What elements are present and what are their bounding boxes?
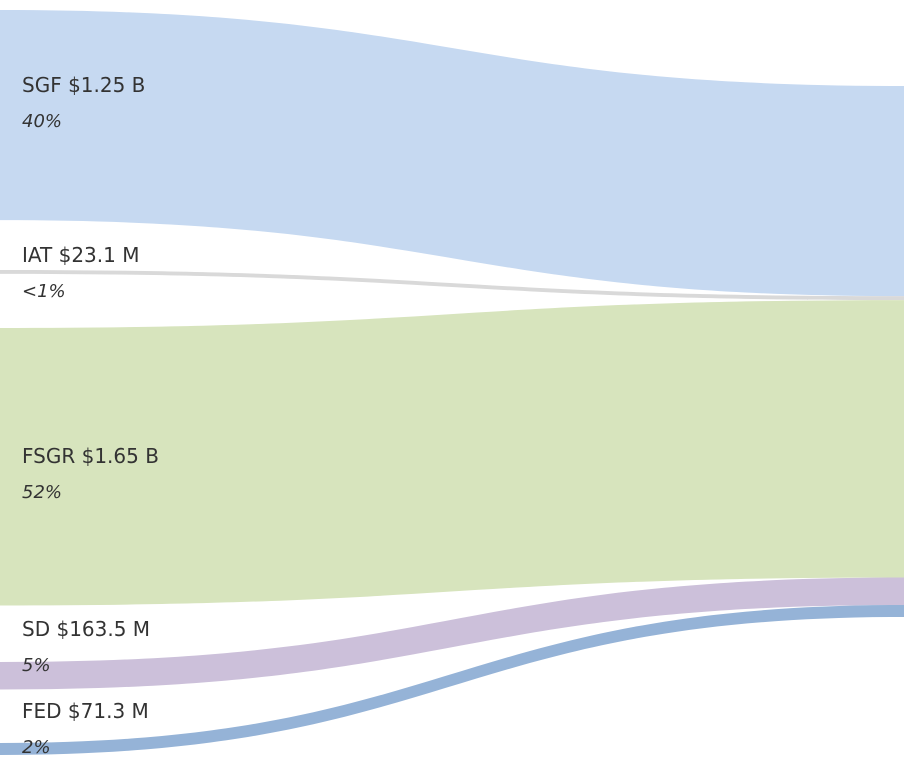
source-amount: $71.3 M	[68, 699, 149, 723]
flow-band	[0, 300, 904, 606]
source-label: SGF $1.25 B	[22, 73, 145, 97]
source-label: FED $71.3 M	[22, 699, 149, 723]
source-label: SD $163.5 M	[22, 617, 150, 641]
source-name: FED	[22, 699, 62, 723]
flow-band	[0, 10, 904, 297]
source-share: 5%	[22, 655, 51, 676]
source-share: 2%	[22, 737, 51, 758]
source-share: 52%	[22, 482, 62, 503]
source-label: FSGR $1.65 B	[22, 444, 159, 468]
flow-band	[0, 577, 904, 690]
flow-band	[0, 605, 904, 755]
source-name: IAT	[22, 243, 53, 267]
source-share: 40%	[22, 111, 62, 132]
source-amount: $1.65 B	[82, 444, 159, 468]
flow-band	[0, 270, 904, 301]
source-name: SD	[22, 617, 50, 641]
source-label: IAT $23.1 M	[22, 243, 139, 267]
source-amount: $163.5 M	[56, 617, 150, 641]
source-amount: $23.1 M	[59, 243, 140, 267]
source-name: FSGR	[22, 444, 75, 468]
source-amount: $1.25 B	[68, 73, 145, 97]
source-share: <1%	[22, 281, 66, 302]
source-name: SGF	[22, 73, 62, 97]
